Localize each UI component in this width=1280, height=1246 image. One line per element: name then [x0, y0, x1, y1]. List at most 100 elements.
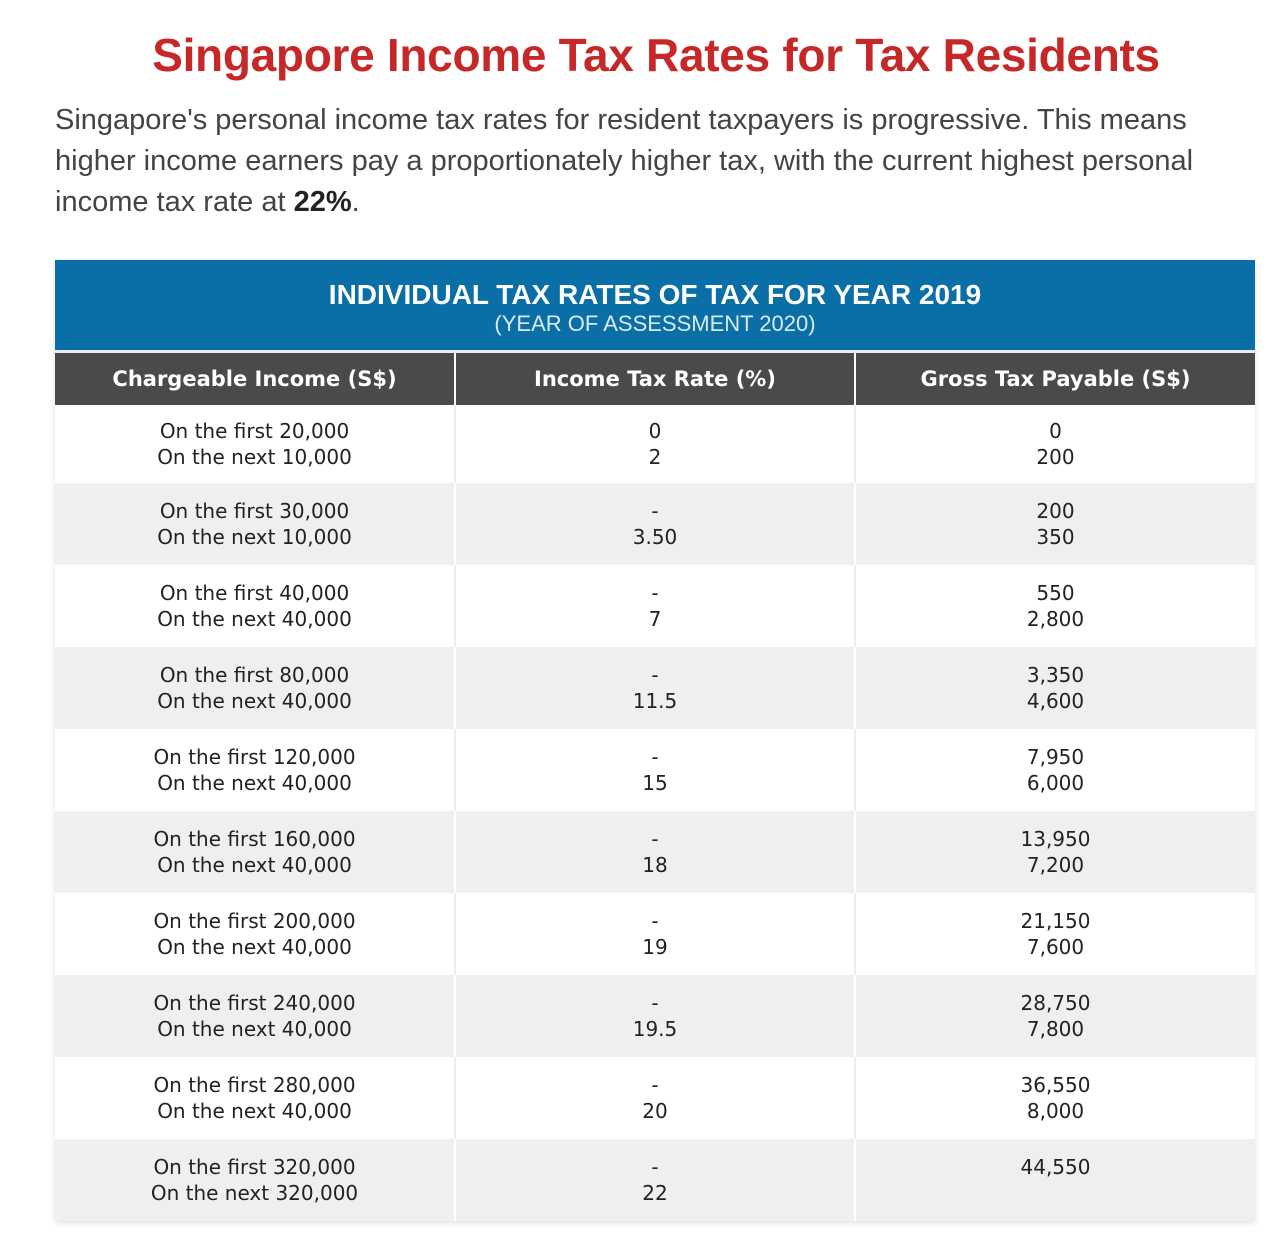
column-header-gross-tax-payable: Gross Tax Payable (S$)	[855, 353, 1255, 405]
cell-line: 2	[648, 445, 662, 469]
column-header-income-tax-rate: Income Tax Rate (%)	[455, 353, 856, 405]
cell-line: 0	[648, 419, 662, 443]
cell-line: On the first 240,000	[153, 991, 356, 1015]
cell-line: 7,800	[1026, 1017, 1085, 1041]
cell-line: 7	[648, 607, 662, 631]
column-header-chargeable-income: Chargeable Income (S$)	[55, 353, 456, 405]
chargeable-income-cell: On the first 320,000 On the next 320,000	[55, 1139, 456, 1221]
gross-tax-payable-cell: 200 350	[855, 483, 1255, 565]
table-row: On the first 200,000 On the next 40,000-1…	[55, 893, 1255, 975]
gross-tax-payable-cell: 21,150 7,600	[855, 893, 1255, 975]
gross-tax-payable-cell: 0 200	[855, 405, 1255, 483]
cell-line: On the first 120,000	[153, 745, 356, 769]
cell-line: 28,750	[1020, 991, 1091, 1015]
tax-rate-table: INDIVIDUAL TAX RATES OF TAX FOR YEAR 201…	[55, 260, 1255, 1221]
income-tax-rate-cell: -11.5	[455, 647, 856, 729]
cell-line: 11.5	[632, 689, 678, 713]
gross-tax-payable-cell: 550 2,800	[855, 565, 1255, 647]
cell-line: 550	[1036, 581, 1075, 605]
chargeable-income-cell: On the first 80,000 On the next 40,000	[55, 647, 456, 729]
table-body: On the first 20,000 On the next 10,000 0 2 0…	[55, 405, 1255, 1221]
cell-line: 21,150	[1020, 909, 1091, 933]
table-row: On the first 160,000 On the next 40,000-1…	[55, 811, 1255, 893]
cell-line: -	[651, 581, 659, 605]
table-row: On the first 240,000 On the next 40,000 -1…	[55, 975, 1255, 1057]
table-banner-subtitle: (YEAR OF ASSESSMENT 2020)	[494, 311, 816, 336]
gross-tax-payable-cell: 36,550 8,000	[855, 1057, 1255, 1139]
intro-paragraph: Singapore's personal income tax rates fo…	[55, 100, 1265, 223]
intro-text: Singapore's personal income tax rates fo…	[55, 104, 1194, 218]
cell-line: 8,000	[1026, 1099, 1085, 1123]
gross-tax-payable-cell: 3,350 4,600	[855, 647, 1255, 729]
table-row: On the first 40,000 On the next 40,000-7 5…	[55, 565, 1255, 647]
cell-line: 20	[642, 1099, 668, 1123]
gross-tax-payable-cell: 28,750 7,800	[855, 975, 1255, 1057]
banner-divider	[55, 350, 1255, 353]
cell-line: On the first 280,000	[153, 1073, 356, 1097]
table-row: On the first 280,000 On the next 40,000 -2…	[55, 1057, 1255, 1139]
chargeable-income-cell: On the first 200,000 On the next 40,000	[55, 893, 456, 975]
cell-line: -	[651, 909, 659, 933]
chargeable-income-cell: On the first 160,000 On the next 40,000	[55, 811, 456, 893]
cell-line: 3.50	[632, 525, 678, 549]
income-tax-rate-cell: -19	[455, 893, 856, 975]
cell-line: -	[651, 827, 659, 851]
cell-line: On the first 20,000	[159, 419, 350, 443]
header-row: Chargeable Income (S$) Income Tax Rate (…	[55, 353, 1255, 405]
cell-line: -	[651, 1155, 659, 1179]
cell-line: 22	[642, 1181, 668, 1205]
intro-highlight-rate: 22%	[293, 186, 352, 218]
cell-line: On the next 40,000	[157, 1017, 352, 1041]
cell-line: 2,800	[1026, 607, 1085, 631]
cell-line: On the next 10,000	[157, 525, 352, 549]
cell-line: -	[651, 1073, 659, 1097]
table-row: On the first 20,000 On the next 10,000 0 2 0…	[55, 405, 1255, 483]
income-tax-rate-cell: -22	[455, 1139, 856, 1221]
chargeable-income-cell: On the first 40,000 On the next 40,000	[55, 565, 456, 647]
cell-line: On the next 40,000	[157, 853, 352, 877]
cell-line: 19.5	[632, 1017, 678, 1041]
chargeable-income-cell: On the first 280,000 On the next 40,000	[55, 1057, 456, 1139]
cell-line: On the first 40,000	[159, 581, 350, 605]
chargeable-income-cell: On the first 30,000 On the next 10,000	[55, 483, 456, 565]
income-tax-rate-cell: -18	[455, 811, 856, 893]
chargeable-income-cell: On the first 240,000 On the next 40,000	[55, 975, 456, 1057]
cell-line: -	[651, 499, 659, 523]
tax-table: Chargeable Income (S$) Income Tax Rate (…	[55, 353, 1255, 1221]
cell-line: 18	[642, 853, 668, 877]
cell-line: On the first 30,000	[159, 499, 350, 523]
cell-line: 19	[642, 935, 668, 959]
income-tax-rate-cell: -7	[455, 565, 856, 647]
cell-line: On the first 80,000	[159, 663, 350, 687]
cell-line: 0	[1049, 419, 1062, 443]
cell-line: 200	[1036, 499, 1075, 523]
table-banner-title: INDIVIDUAL TAX RATES OF TAX FOR YEAR 201…	[328, 279, 982, 310]
cell-line: On the next 40,000	[157, 607, 352, 631]
cell-line: On the next 40,000	[157, 1099, 352, 1123]
cell-line: 7,950	[1026, 745, 1085, 769]
cell-line: On the first 200,000	[153, 909, 356, 933]
cell-line: -	[651, 991, 659, 1015]
cell-line: On the next 320,000	[150, 1181, 359, 1205]
cell-line: On the next 40,000	[157, 771, 352, 795]
cell-line: 13,950	[1020, 827, 1091, 851]
cell-line: 7,200	[1026, 853, 1085, 877]
table-row: On the first 120,000 On the next 40,000 -1…	[55, 729, 1255, 811]
cell-line: 36,550	[1020, 1073, 1091, 1097]
gross-tax-payable-cell: 44,550	[855, 1139, 1255, 1221]
cell-line: 200	[1036, 445, 1075, 469]
cell-line: 6,000	[1026, 771, 1085, 795]
cell-line: -	[651, 745, 659, 769]
cell-line: On the next 40,000	[157, 689, 352, 713]
table-row: On the first 30,000 On the next 10,000 -3.…	[55, 483, 1255, 565]
gross-tax-payable-cell: 7,950 6,000	[855, 729, 1255, 811]
cell-line: On the first 320,000	[153, 1155, 356, 1179]
cell-line: On the next 10,000	[157, 445, 352, 469]
income-tax-rate-cell: -15	[455, 729, 856, 811]
cell-line: 4,600	[1026, 689, 1085, 713]
cell-line: 350	[1036, 525, 1075, 549]
cell-line: 3,350	[1026, 663, 1085, 687]
cell-line: -	[651, 663, 659, 687]
cell-line: 7,600	[1026, 935, 1085, 959]
